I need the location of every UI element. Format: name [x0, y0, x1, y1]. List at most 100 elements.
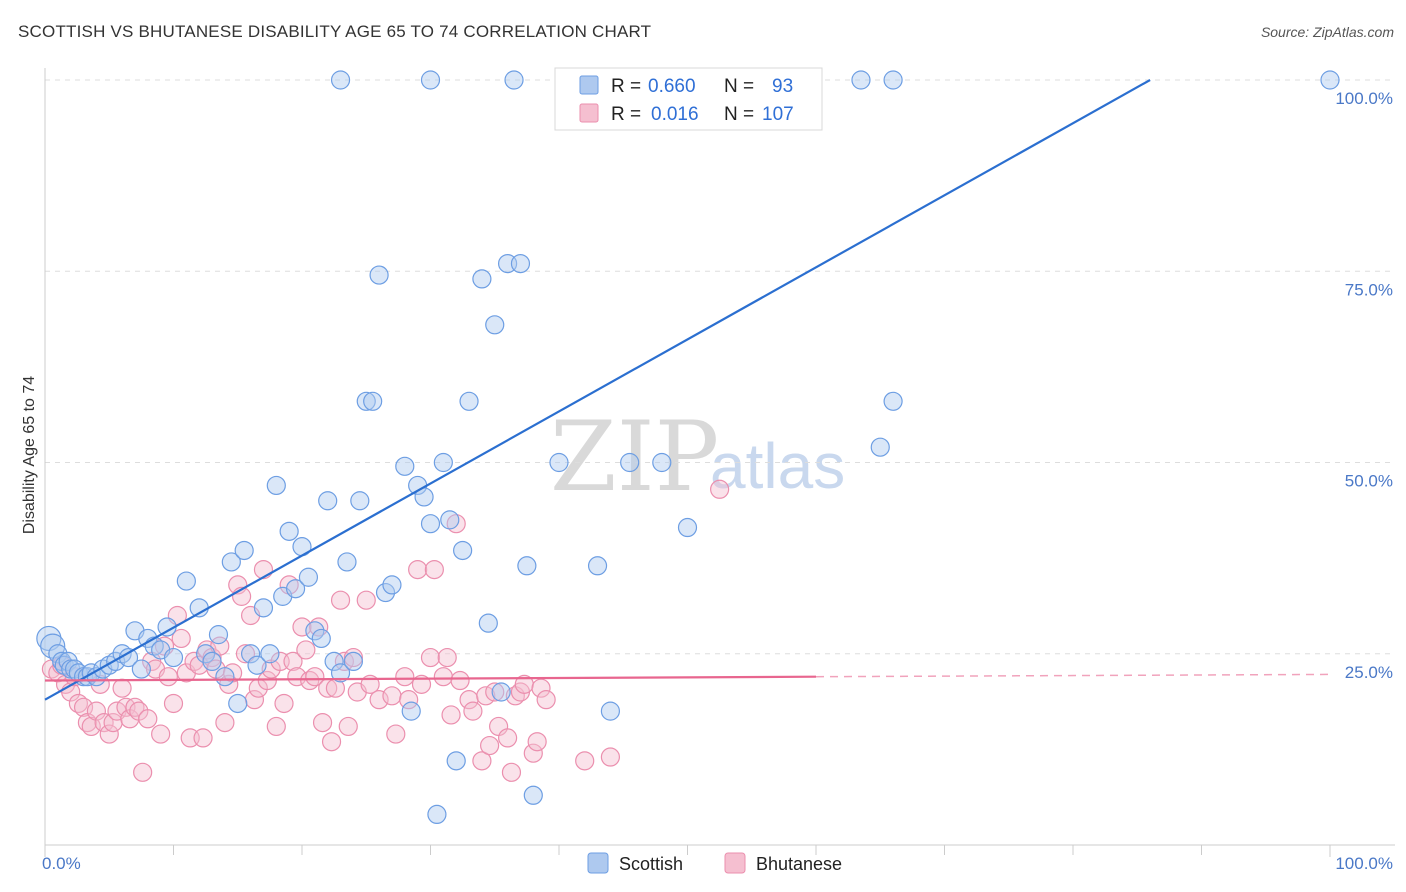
bhutanese-point-96 [501, 762, 522, 782]
scottish-point-77 [587, 556, 608, 576]
correlation-legend: R = 0.660 N = 93 R = 0.016 N = 107 [554, 67, 823, 131]
bhutanese-point-40 [215, 712, 235, 733]
x-tick-label-1: 100.0% [1335, 854, 1393, 873]
bhutanese-point-103 [536, 690, 556, 710]
scottish-point-87 [330, 70, 351, 90]
y-axis-label: Disability Age 65 to 74 [21, 376, 38, 534]
scottish-point-64 [440, 510, 460, 530]
y-tick-label-1: 50.0% [1345, 472, 1393, 491]
scottish-point-58 [401, 701, 421, 721]
bhutanese-point-6 [68, 693, 89, 714]
scottish-point-25 [176, 571, 196, 591]
scottish-trend-line [44, 79, 1151, 701]
scottish-point-81 [677, 517, 698, 538]
scottish-point-90 [851, 70, 871, 90]
x-tick-label-0: 0.0% [42, 854, 81, 873]
legend-swatch-scottish [579, 75, 599, 95]
scottish-point-55 [375, 582, 396, 603]
scottish-point-56 [382, 575, 402, 595]
bhutanese-point-52 [266, 716, 286, 737]
axes [44, 68, 1395, 857]
scottish-point-41 [285, 579, 306, 599]
bhutanese-point-102 [531, 678, 551, 698]
legend-r-value-bhutanese: 0.016 [651, 104, 699, 125]
bhutanese-point-92 [480, 735, 500, 756]
bhutanese-point-60 [300, 670, 320, 691]
zipatlas-watermark: ZIP atlas [550, 401, 845, 513]
scottish-point-73 [510, 254, 531, 274]
scottish-point-57 [395, 456, 415, 476]
bhutanese-point-105 [600, 747, 621, 767]
bhutanese-point-74 [369, 690, 389, 710]
bhutanese-point-101 [527, 732, 547, 752]
series-legend-swatch-bhutanese [724, 852, 746, 874]
y-tick-label-3: 100.0% [1335, 89, 1393, 108]
watermark-zip: ZIP [550, 401, 719, 513]
bhutanese-point-90 [472, 751, 492, 771]
scottish-point-24 [163, 647, 184, 668]
scottish-point-68 [472, 269, 492, 289]
bhutanese-point-87 [450, 670, 470, 691]
scottish-point-34 [241, 644, 261, 664]
bhutanese-point-77 [395, 667, 415, 687]
scottish-point-44 [305, 621, 325, 641]
bhutanese-point-22 [138, 709, 158, 729]
bhutanese-point-59 [296, 640, 316, 660]
bhutanese-trend-extension [815, 673, 1331, 678]
y-tick-label-0: 25.0% [1345, 663, 1393, 682]
scottish-point-74 [517, 556, 537, 576]
scottish-point-50 [343, 651, 363, 672]
bhutanese-trend-line [44, 675, 817, 682]
scottish-point-29 [208, 625, 229, 645]
bhutanese-point-80 [411, 674, 432, 694]
scottish-point-75 [523, 785, 543, 805]
bhutanese-point-84 [437, 647, 457, 668]
bhutanese-point-65 [321, 732, 342, 752]
bhutanese-point-83 [433, 667, 453, 687]
scottish-point-48 [330, 663, 351, 683]
scottish-point-61 [420, 514, 441, 534]
bhutanese-point-95 [498, 728, 518, 748]
bhutanese-point-78 [399, 690, 419, 710]
scottish-point-45 [311, 628, 331, 649]
scottish-point-54 [369, 265, 389, 285]
bhutanese-point-81 [420, 647, 441, 668]
legend-n-value-bhutanese: 107 [762, 104, 794, 125]
scottish-point-47 [324, 651, 344, 672]
legend-n-value-scottish: 93 [772, 76, 793, 97]
grid-lines [45, 79, 1395, 655]
scottish-point-70 [485, 315, 505, 335]
series-legend-label-scottish: Scottish [619, 854, 683, 874]
bhutanese-point-28 [163, 693, 184, 714]
bhutanese-point-13 [99, 724, 119, 744]
bhutanese-point-16 [112, 678, 132, 698]
scottish-point-89 [504, 70, 524, 90]
series-legend: Scottish Bhutanese [587, 852, 842, 874]
scottish-point-88 [420, 70, 441, 90]
scottish-point-65 [446, 751, 466, 771]
scottish-point-53 [363, 391, 383, 411]
trend-lines [44, 79, 1331, 701]
bhutanese-point-93 [485, 682, 505, 702]
bhutanese-point-10 [86, 701, 107, 721]
chart-title: SCOTTISH VS BHUTANESE DISABILITY AGE 65 … [18, 22, 652, 41]
bhutanese-point-75 [382, 686, 402, 706]
y-tick-label-2: 75.0% [1345, 280, 1393, 299]
scottish-point-85 [870, 437, 890, 457]
legend-box [554, 67, 823, 131]
bhutanese-point-21 [133, 762, 153, 782]
scottish-point-35 [247, 655, 267, 675]
chart-source: Source: ZipAtlas.com [1260, 24, 1394, 40]
bhutanese-point-19 [125, 697, 145, 717]
bhutanese-point-25 [151, 724, 171, 744]
legend-swatch-bhutanese [579, 103, 599, 123]
scottish-point-19 [131, 659, 151, 679]
scottish-point-33 [234, 540, 254, 561]
bhutanese-point-7 [73, 697, 94, 717]
bhutanese-point-35 [193, 728, 213, 748]
bhutanese-point-63 [312, 712, 333, 733]
scottish-point-66 [453, 540, 473, 561]
scottish-point-92 [1320, 70, 1340, 90]
bhutanese-point-62 [309, 617, 329, 637]
